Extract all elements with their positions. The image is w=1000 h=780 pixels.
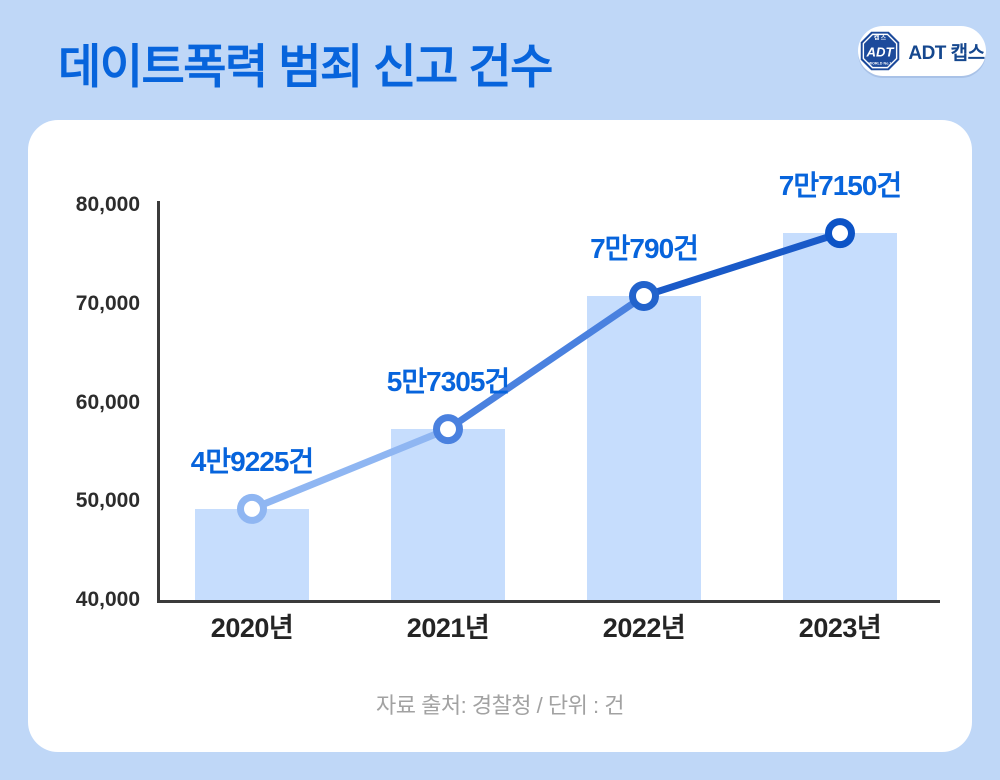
adt-caps-logo: 캡 스 ADT WORLD No.1 ADT 캡스 xyxy=(858,26,986,76)
bar-2020년 xyxy=(195,508,309,600)
x-axis-label: 2023년 xyxy=(798,613,882,643)
data-value-label: 4만9225건 xyxy=(190,445,314,477)
chart-area: 40,000 50,000 60,000 70,000 80,000 2020년 2021년… xyxy=(28,120,972,752)
y-axis-tick-label: 70,000 xyxy=(75,291,140,315)
y-axis-tick-label: 40,000 xyxy=(75,588,140,611)
bar-2023년 xyxy=(783,233,897,600)
x-axis-line xyxy=(157,600,940,603)
x-axis-label: 2022년 xyxy=(602,613,686,643)
badge-bottom-text: WORLD No.1 xyxy=(869,62,892,66)
page-title: 데이트폭력 범죄 신고 건수 xyxy=(58,40,553,93)
bar-2021년 xyxy=(391,429,505,600)
x-axis-label: 2020년 xyxy=(210,613,294,643)
x-axis-label: 2021년 xyxy=(406,613,490,643)
bar-2022년 xyxy=(587,295,701,600)
data-value-label: 7만790건 xyxy=(590,232,699,264)
chart-card: 40,000 50,000 60,000 70,000 80,000 2020년 2021년… xyxy=(28,120,972,752)
badge-main-text: ADT xyxy=(866,44,895,59)
y-axis-tick-label: 50,000 xyxy=(75,489,140,513)
source-note: 자료 출처: 경찰청 / 단위 : 건 xyxy=(376,693,624,718)
adt-octagon-badge-icon: 캡 스 ADT WORLD No.1 xyxy=(861,31,900,71)
y-axis-tick-label: 80,000 xyxy=(75,193,140,216)
data-value-label: 5만7305건 xyxy=(386,366,510,398)
badge-top-text: 캡 스 xyxy=(874,34,887,42)
brand-name: ADT 캡스 xyxy=(908,42,985,64)
data-value-label: 7만7150건 xyxy=(778,170,902,202)
y-axis-line xyxy=(157,201,160,603)
y-axis-tick-label: 60,000 xyxy=(75,390,140,414)
